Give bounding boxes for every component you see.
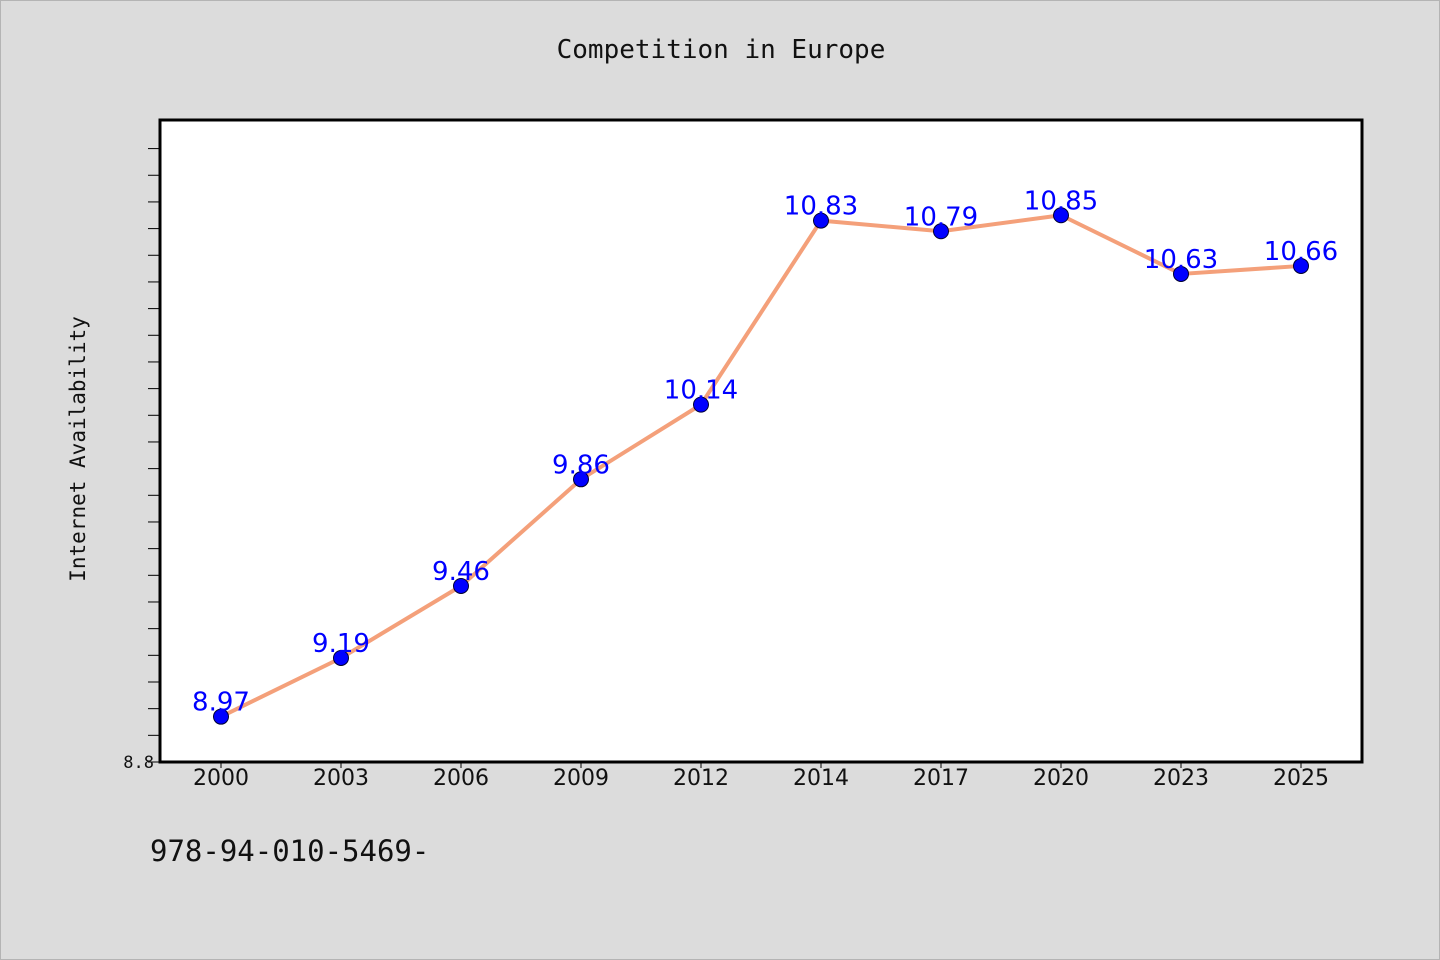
footer-text: 978-94-010-5469-: [150, 834, 430, 868]
plot-area: [158, 118, 1364, 764]
data-label: 9.86: [552, 450, 610, 480]
data-label: 10.83: [784, 192, 858, 222]
data-point-marker: [933, 223, 949, 240]
data-point-marker: [213, 708, 229, 725]
data-label: 10.85: [1024, 186, 1098, 216]
data-label: 9.19: [312, 629, 370, 659]
data-label: 8.97: [192, 688, 250, 718]
data-point-marker: [1053, 207, 1069, 224]
data-point-marker: [1293, 257, 1309, 274]
x-tick-label: 2009: [553, 766, 609, 791]
x-tick-label: 2025: [1273, 766, 1329, 791]
data-point-marker: [693, 396, 709, 413]
x-tick-label: 2006: [433, 766, 489, 791]
data-label: 10.79: [904, 202, 978, 232]
data-label: 9.46: [432, 557, 490, 587]
data-point-marker: [813, 212, 829, 229]
chart-title: Competition in Europe: [556, 35, 886, 65]
x-tick-label: 2000: [193, 766, 249, 791]
x-tick-label: 2017: [913, 766, 969, 791]
y-tick-label: 8.8: [123, 753, 154, 773]
x-tick-label: 2014: [793, 766, 849, 791]
data-label: 10.14: [664, 376, 738, 406]
data-point-marker: [333, 649, 349, 666]
series-line-group: 8.97 9.19 9.46 9.86 10.14 10.83 10.79 10.85 10.6…: [192, 186, 1338, 725]
y-axis-ticks: 8.8: [123, 148, 160, 773]
data-point-marker: [1173, 265, 1189, 282]
data-label: 10.63: [1144, 245, 1218, 275]
data-label: 10.66: [1264, 237, 1338, 267]
x-tick-label: 2020: [1033, 766, 1089, 791]
x-axis-ticks: 2000 2003 2006 2009 2012 2014 2017 2020 2023 2025: [193, 762, 1329, 791]
x-tick-label: 2012: [673, 766, 729, 791]
x-tick-label: 2003: [313, 766, 369, 791]
data-point-marker: [453, 577, 469, 594]
data-point-marker: [573, 471, 589, 488]
series-line: [219, 213, 1303, 719]
x-tick-label: 2023: [1153, 766, 1209, 791]
